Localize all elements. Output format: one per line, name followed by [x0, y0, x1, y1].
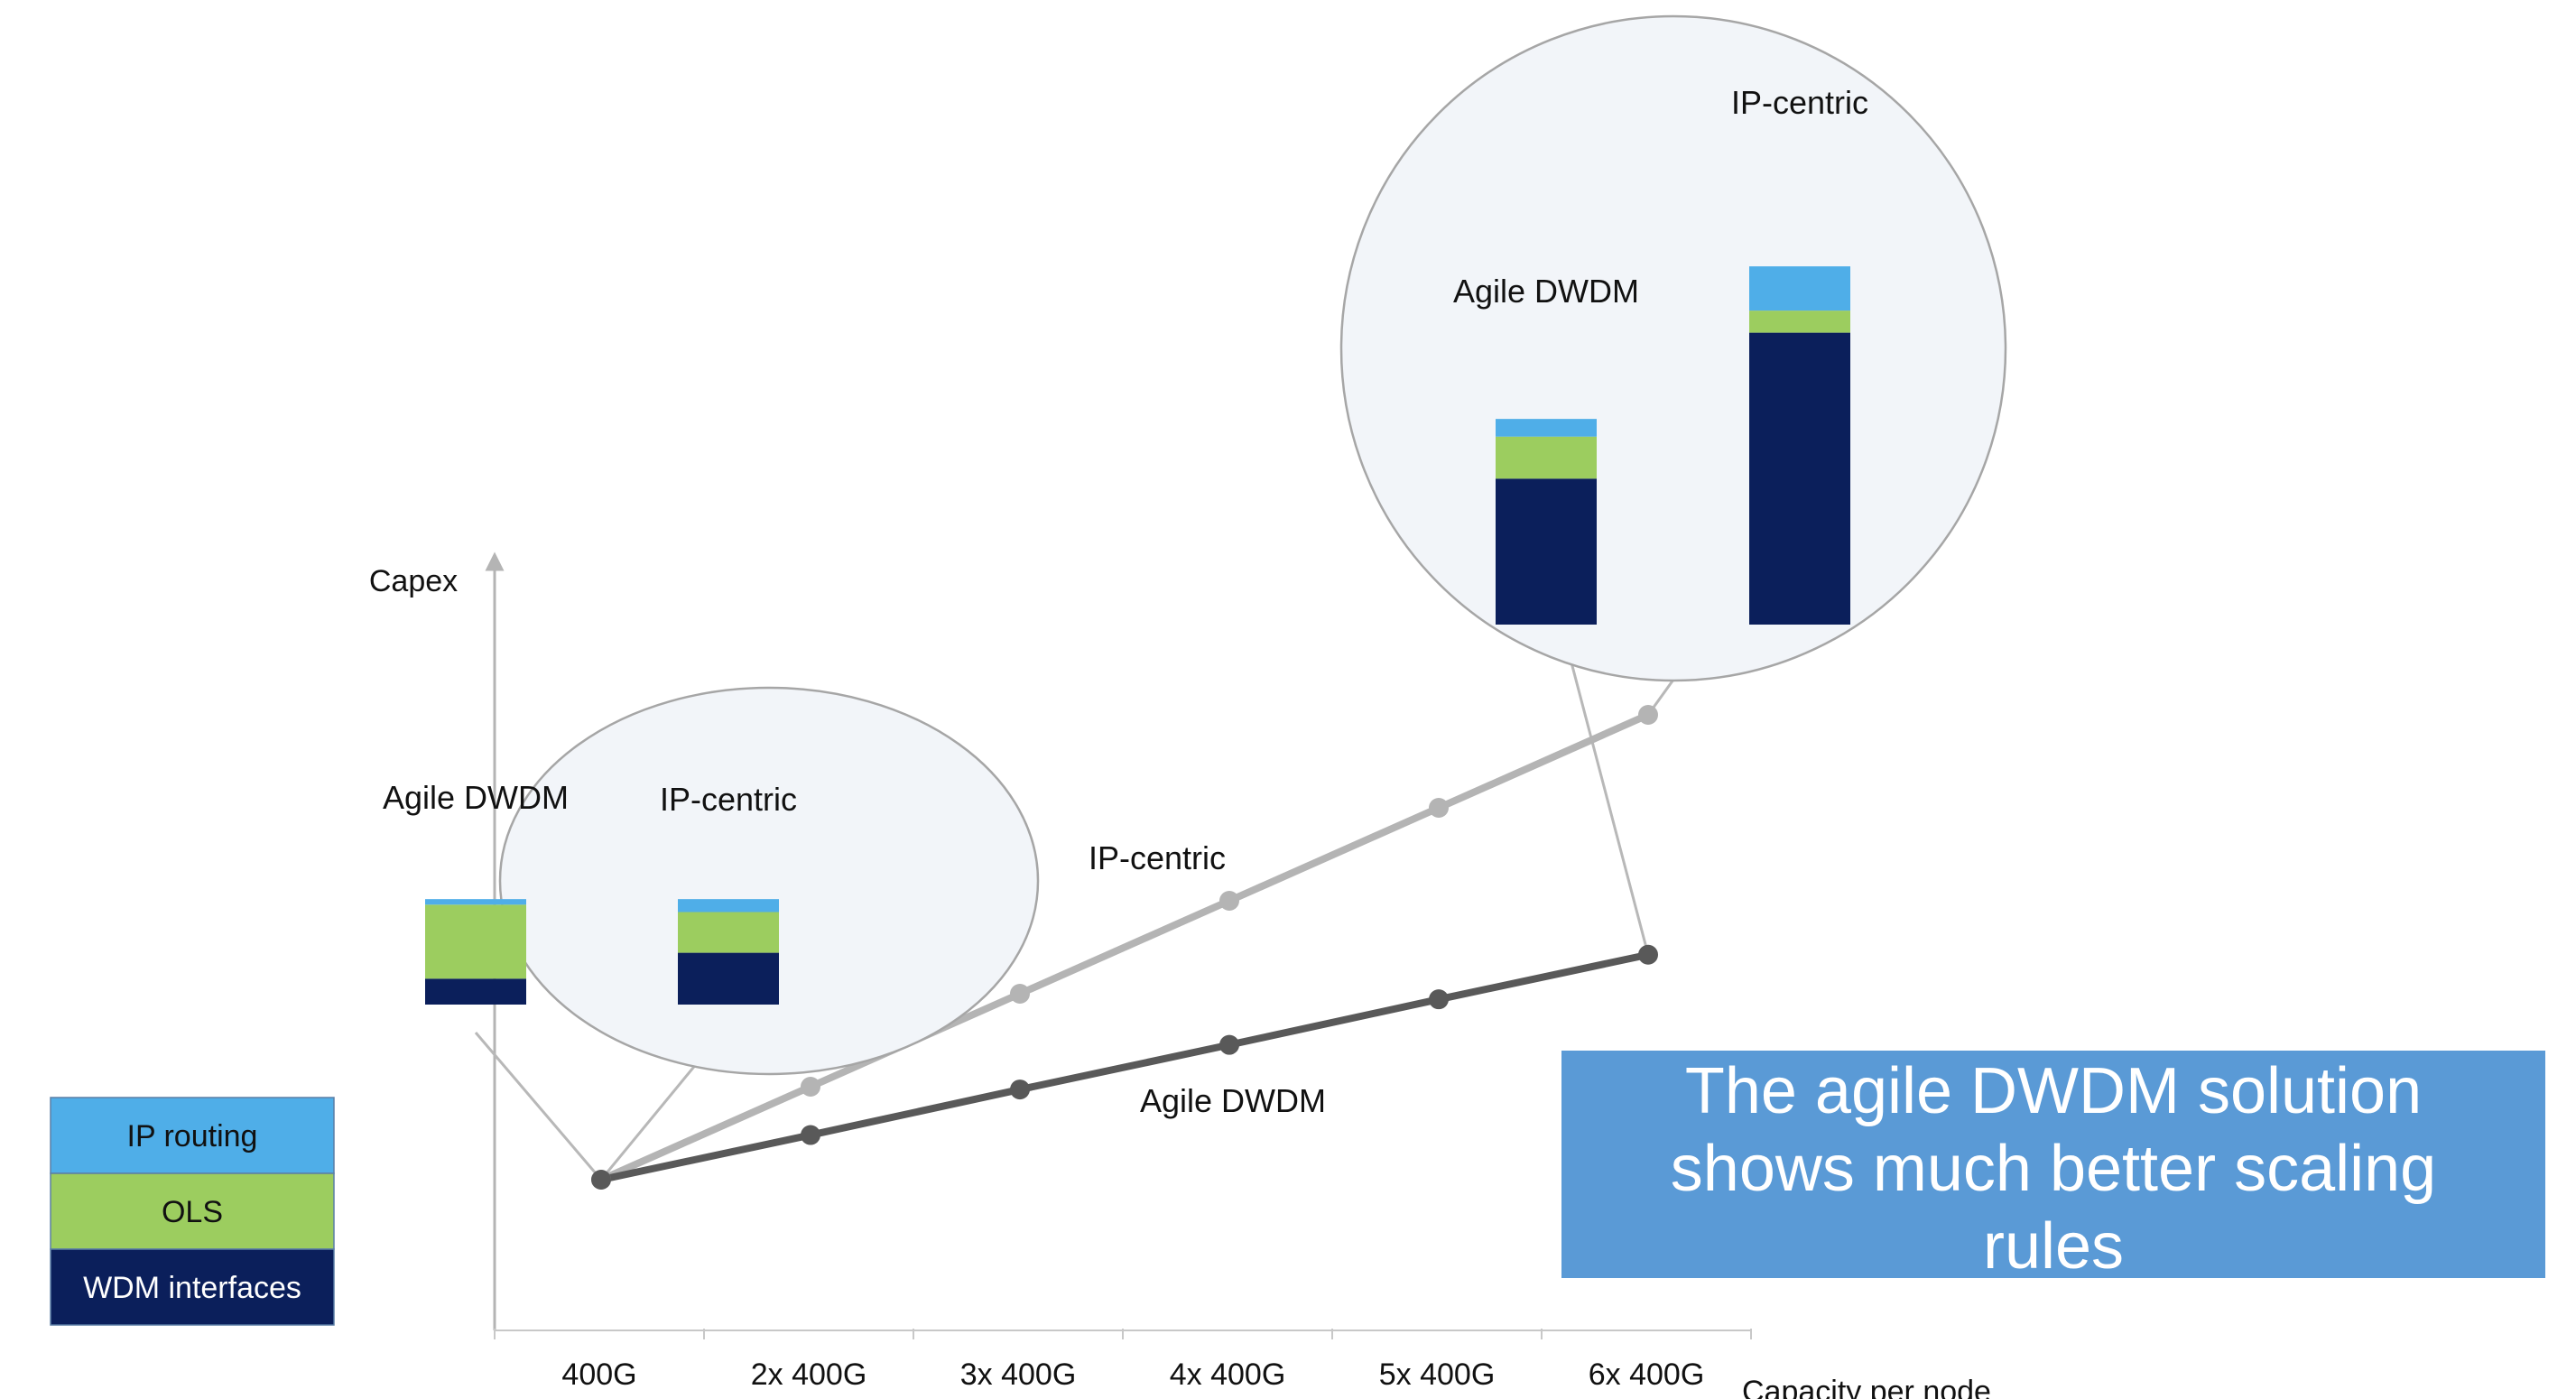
- inset-bar-label: IP-centric: [660, 781, 797, 818]
- bar-segment-ip-routing: [1749, 266, 1850, 311]
- legend-label: OLS: [162, 1195, 223, 1229]
- callout-box: The agile DWDM solution shows much bette…: [1561, 1051, 2545, 1283]
- series-label: IP-centric: [1089, 839, 1226, 876]
- inset-bar-label: Agile DWDM: [1453, 273, 1639, 310]
- bar-segment-ols: [425, 904, 526, 979]
- x-axis-label: Capacity per node: [1742, 1375, 1991, 1399]
- data-point: [1010, 1079, 1030, 1100]
- inset-circle: [498, 686, 1040, 1076]
- connector-line: [474, 1032, 603, 1181]
- bar-segment-ols: [1496, 436, 1597, 479]
- bar-segment-ip-routing: [1496, 419, 1597, 437]
- bar-insets: Agile DWDM IP-centric Agile DWDM IP-centric: [383, 14, 2007, 1076]
- data-point: [1638, 944, 1658, 965]
- inset-end: Agile DWDM IP-centric: [1339, 14, 2007, 682]
- y-axis-label: Capex: [369, 564, 458, 598]
- x-tick-label: 3x 400G: [960, 1357, 1077, 1392]
- connector-line: [1561, 627, 1650, 956]
- series-lines: IP-centric Agile DWDM: [591, 705, 1658, 1190]
- callout-line-1: The agile DWDM solution: [1684, 1055, 2423, 1127]
- series-label: Agile DWDM: [1140, 1082, 1326, 1119]
- data-point: [1219, 1034, 1239, 1055]
- x-tick-label: 5x 400G: [1379, 1357, 1496, 1392]
- x-tick-label: 2x 400G: [751, 1357, 867, 1392]
- data-point: [1429, 798, 1449, 818]
- inset-bar-label: Agile DWDM: [383, 779, 569, 816]
- data-point: [1219, 891, 1239, 911]
- x-tick-label: 6x 400G: [1589, 1357, 1705, 1392]
- legend: IP routing OLS WDM interfaces: [50, 1097, 335, 1326]
- inset-start: Agile DWDM IP-centric: [383, 686, 1040, 1076]
- legend-label: IP routing: [127, 1119, 258, 1153]
- data-point: [801, 1077, 820, 1097]
- bar-segment-wdm-interfaces: [1496, 478, 1597, 625]
- inset-bar-label: IP-centric: [1731, 84, 1868, 121]
- series-line-ip-centric: [599, 711, 1650, 1183]
- data-point: [1429, 989, 1449, 1010]
- legend-swatch: [50, 1097, 335, 1174]
- data-point: [1638, 705, 1658, 725]
- data-point: [1010, 984, 1030, 1004]
- bar-segment-wdm-interfaces: [425, 978, 526, 1005]
- legend-swatch: [50, 1172, 335, 1250]
- bar-segment-ols: [678, 912, 779, 953]
- callout-line-2: shows much better scaling: [1670, 1133, 2437, 1205]
- bar-segment-ip-routing: [425, 899, 526, 905]
- legend-swatch: [50, 1248, 335, 1326]
- bar-segment-ols: [1749, 310, 1850, 333]
- data-point: [801, 1125, 820, 1145]
- data-point: [591, 1170, 611, 1190]
- x-tick-label: 4x 400G: [1170, 1357, 1286, 1392]
- bar-segment-ip-routing: [678, 899, 779, 913]
- bar-segment-wdm-interfaces: [1749, 332, 1850, 625]
- axes: Capex 400G 2x 400G 3x 400G 4x 400G 5x 400G 6x …: [369, 551, 1991, 1399]
- callout-line-3: rules: [1982, 1210, 2125, 1283]
- bar-segment-wdm-interfaces: [678, 952, 779, 1005]
- inset-circle: [1339, 14, 2007, 682]
- series-line-agile-dwdm: [600, 950, 1649, 1183]
- x-tick-label: 400G: [561, 1357, 636, 1392]
- legend-label: WDM interfaces: [83, 1271, 301, 1305]
